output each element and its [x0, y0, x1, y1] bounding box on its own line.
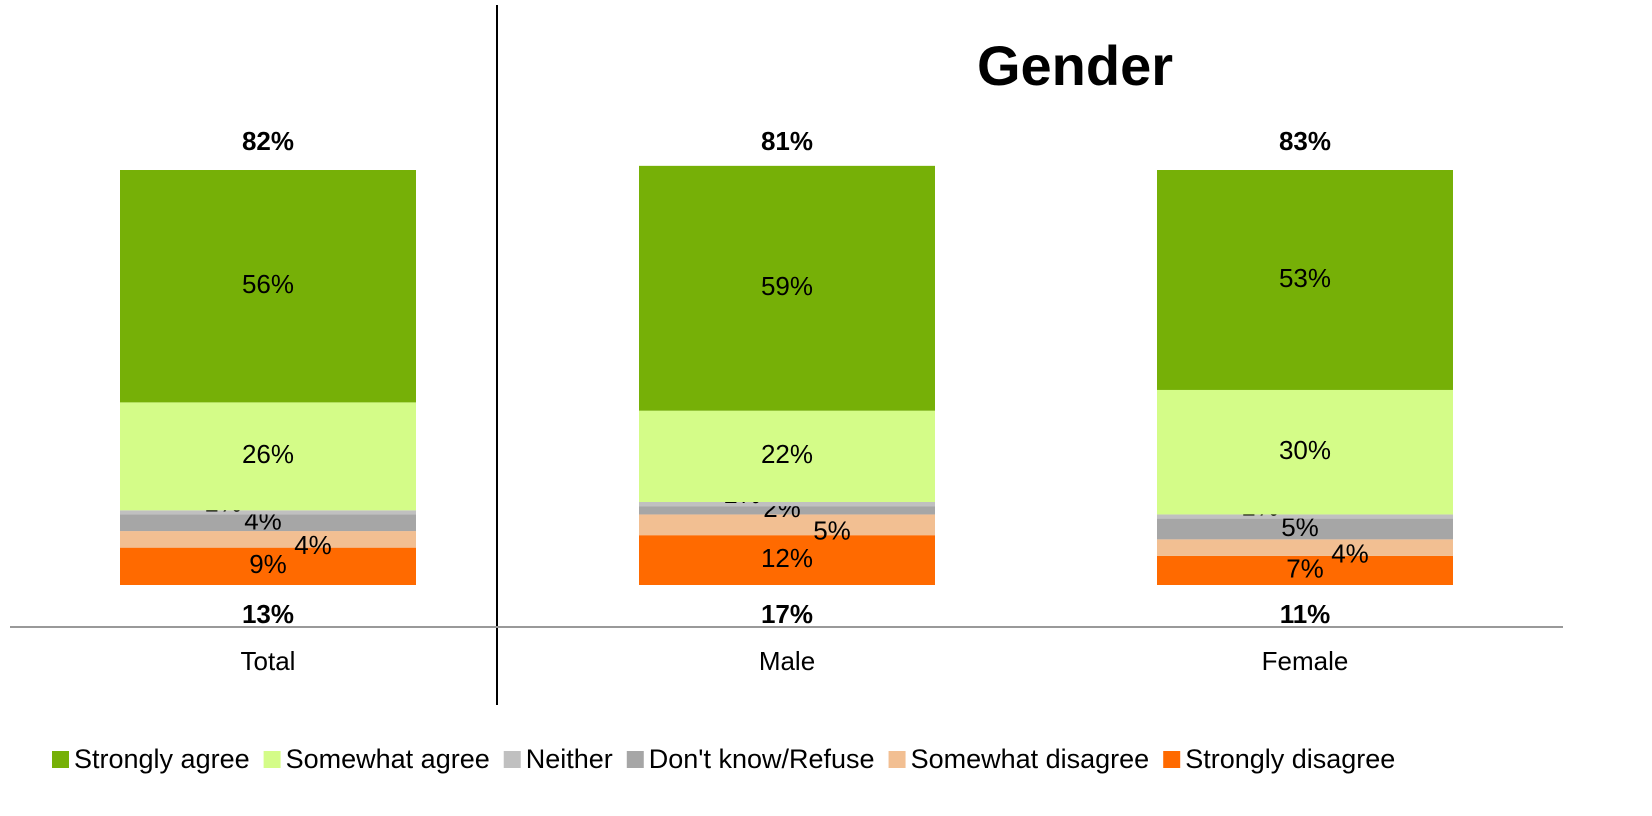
- net-agree-label: 81%: [761, 126, 813, 156]
- data-label: 12%: [761, 543, 813, 573]
- legend-label: Neither: [526, 744, 613, 774]
- bar-segment: [1157, 555, 1453, 585]
- legend-swatch: [52, 751, 69, 768]
- legend-swatch: [626, 751, 644, 768]
- x-tick-label: Male: [759, 646, 815, 676]
- data-label: 53%: [1279, 263, 1331, 293]
- legend-swatch: [1163, 751, 1181, 768]
- bar-segment: [120, 402, 416, 511]
- net-disagree-label: 13%: [242, 599, 294, 629]
- bar-segment: [639, 514, 935, 536]
- bar-segment: [1157, 170, 1453, 390]
- data-label: 5%: [813, 516, 851, 546]
- x-tick-label: Female: [1262, 646, 1349, 676]
- data-label: 30%: [1279, 435, 1331, 465]
- bar-segment: [639, 502, 935, 507]
- data-label: 56%: [242, 269, 294, 299]
- bar-segment: [1157, 539, 1453, 556]
- bar-segment: [1157, 518, 1453, 540]
- data-label: 26%: [242, 439, 294, 469]
- net-disagree-label: 17%: [761, 599, 813, 629]
- legend-label: Strongly disagree: [1185, 744, 1395, 774]
- bar-segment: [1157, 514, 1453, 519]
- data-label: 4%: [1331, 539, 1369, 569]
- legend-label: Strongly agree: [74, 744, 250, 774]
- chart-title: Gender: [977, 34, 1173, 97]
- bar-segment: [639, 165, 935, 411]
- bar-segment: [120, 170, 416, 403]
- legend-label: Somewhat disagree: [911, 744, 1150, 774]
- bar-segment: [120, 531, 416, 548]
- bar-segment: [639, 535, 935, 585]
- net-agree-label: 82%: [242, 126, 294, 156]
- net-agree-label: 83%: [1279, 126, 1331, 156]
- bar-segment: [120, 514, 416, 532]
- bar-segment: [120, 510, 416, 515]
- data-label: 9%: [249, 549, 287, 579]
- data-label: 7%: [1286, 553, 1324, 583]
- legend-swatch: [503, 751, 521, 768]
- legend-label: Don't know/Refuse: [649, 744, 875, 774]
- data-label: 59%: [761, 271, 813, 301]
- legend-label: Somewhat agree: [286, 744, 490, 774]
- bar-segment: [1157, 389, 1453, 515]
- bar-segment: [639, 506, 935, 515]
- bar-segment: [120, 547, 416, 585]
- legend-swatch: [263, 751, 281, 768]
- legend-swatch: [888, 751, 906, 768]
- net-disagree-label: 11%: [1280, 599, 1331, 629]
- data-label: 22%: [761, 439, 813, 469]
- x-tick-label: Total: [241, 646, 296, 676]
- bar-segment: [639, 410, 935, 502]
- data-label: 4%: [294, 530, 332, 560]
